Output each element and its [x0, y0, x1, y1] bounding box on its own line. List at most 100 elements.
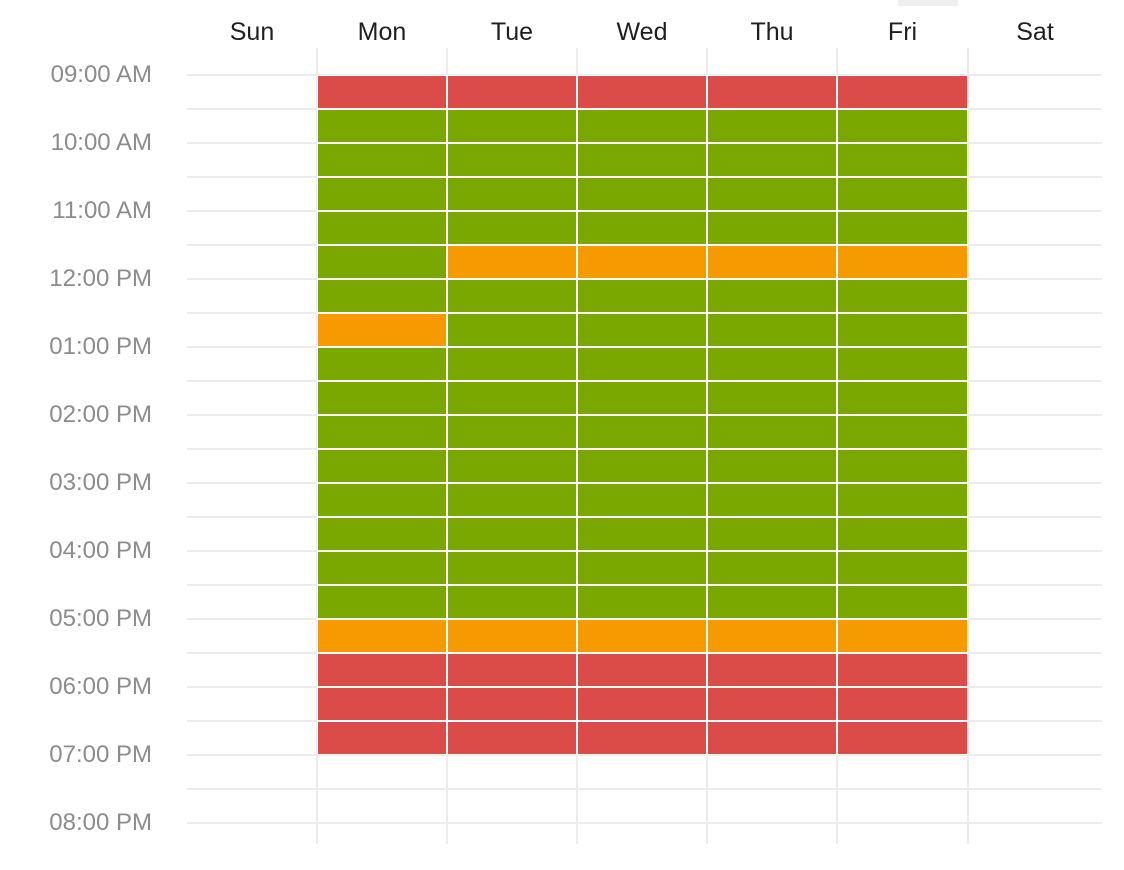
- slot-mon-available[interactable]: [317, 449, 447, 483]
- slot-fri-unavailable[interactable]: [837, 721, 968, 755]
- slot-mon-available[interactable]: [317, 381, 447, 415]
- slot-tue-tentative[interactable]: [447, 619, 577, 653]
- slot-fri-available[interactable]: [837, 143, 968, 177]
- slot-fri-available[interactable]: [837, 449, 968, 483]
- slot-tue-available[interactable]: [447, 177, 577, 211]
- slot-tue-available[interactable]: [447, 313, 577, 347]
- slot-wed-unavailable[interactable]: [577, 653, 707, 687]
- slot-wed-tentative[interactable]: [577, 619, 707, 653]
- slot-tue-available[interactable]: [447, 347, 577, 381]
- slot-tue-available[interactable]: [447, 143, 577, 177]
- slot-fri-unavailable[interactable]: [837, 687, 968, 721]
- slot-thu-available[interactable]: [707, 143, 837, 177]
- slot-fri-available[interactable]: [837, 551, 968, 585]
- slot-wed-available[interactable]: [577, 415, 707, 449]
- slot-tue-available[interactable]: [447, 381, 577, 415]
- slot-tue-unavailable[interactable]: [447, 75, 577, 109]
- slot-thu-unavailable[interactable]: [707, 75, 837, 109]
- slot-thu-available[interactable]: [707, 347, 837, 381]
- slot-mon-available[interactable]: [317, 347, 447, 381]
- slot-mon-available[interactable]: [317, 585, 447, 619]
- slot-tue-unavailable[interactable]: [447, 721, 577, 755]
- slot-mon-available[interactable]: [317, 483, 447, 517]
- slot-tue-available[interactable]: [447, 585, 577, 619]
- slot-thu-available[interactable]: [707, 517, 837, 551]
- slot-fri-available[interactable]: [837, 211, 968, 245]
- slot-wed-tentative[interactable]: [577, 245, 707, 279]
- slot-fri-unavailable[interactable]: [837, 653, 968, 687]
- slot-wed-available[interactable]: [577, 109, 707, 143]
- slot-wed-unavailable[interactable]: [577, 687, 707, 721]
- slot-tue-available[interactable]: [447, 517, 577, 551]
- slot-thu-tentative[interactable]: [707, 245, 837, 279]
- slot-wed-available[interactable]: [577, 177, 707, 211]
- slot-fri-available[interactable]: [837, 313, 968, 347]
- slot-wed-available[interactable]: [577, 347, 707, 381]
- slot-mon-unavailable[interactable]: [317, 721, 447, 755]
- slot-wed-available[interactable]: [577, 585, 707, 619]
- slot-wed-available[interactable]: [577, 551, 707, 585]
- slot-fri-unavailable[interactable]: [837, 75, 968, 109]
- slot-mon-unavailable[interactable]: [317, 653, 447, 687]
- slot-wed-available[interactable]: [577, 517, 707, 551]
- slot-thu-available[interactable]: [707, 585, 837, 619]
- slot-wed-available[interactable]: [577, 279, 707, 313]
- slot-thu-available[interactable]: [707, 483, 837, 517]
- slot-tue-unavailable[interactable]: [447, 687, 577, 721]
- slot-fri-available[interactable]: [837, 483, 968, 517]
- slot-fri-available[interactable]: [837, 517, 968, 551]
- slot-thu-unavailable[interactable]: [707, 721, 837, 755]
- slot-tue-unavailable[interactable]: [447, 653, 577, 687]
- slot-thu-available[interactable]: [707, 109, 837, 143]
- slot-tue-available[interactable]: [447, 109, 577, 143]
- slot-thu-available[interactable]: [707, 177, 837, 211]
- slot-wed-unavailable[interactable]: [577, 75, 707, 109]
- slot-thu-unavailable[interactable]: [707, 687, 837, 721]
- slot-tue-available[interactable]: [447, 211, 577, 245]
- slot-thu-available[interactable]: [707, 211, 837, 245]
- slot-mon-unavailable[interactable]: [317, 75, 447, 109]
- slot-wed-available[interactable]: [577, 449, 707, 483]
- slot-mon-available[interactable]: [317, 551, 447, 585]
- slot-tue-available[interactable]: [447, 415, 577, 449]
- slot-tue-available[interactable]: [447, 449, 577, 483]
- slot-thu-tentative[interactable]: [707, 619, 837, 653]
- slot-mon-available[interactable]: [317, 245, 447, 279]
- slot-wed-available[interactable]: [577, 211, 707, 245]
- slot-mon-tentative[interactable]: [317, 619, 447, 653]
- slot-thu-available[interactable]: [707, 415, 837, 449]
- slot-mon-unavailable[interactable]: [317, 687, 447, 721]
- slot-mon-available[interactable]: [317, 211, 447, 245]
- slot-mon-available[interactable]: [317, 415, 447, 449]
- slot-fri-tentative[interactable]: [837, 245, 968, 279]
- slot-wed-available[interactable]: [577, 381, 707, 415]
- slot-fri-available[interactable]: [837, 177, 968, 211]
- slot-mon-available[interactable]: [317, 177, 447, 211]
- slot-mon-tentative[interactable]: [317, 313, 447, 347]
- slot-tue-available[interactable]: [447, 279, 577, 313]
- slot-thu-available[interactable]: [707, 279, 837, 313]
- slot-tue-available[interactable]: [447, 551, 577, 585]
- slot-fri-available[interactable]: [837, 279, 968, 313]
- slot-mon-available[interactable]: [317, 109, 447, 143]
- slot-thu-available[interactable]: [707, 449, 837, 483]
- slot-thu-unavailable[interactable]: [707, 653, 837, 687]
- slot-wed-available[interactable]: [577, 313, 707, 347]
- slot-tue-available[interactable]: [447, 483, 577, 517]
- slot-wed-available[interactable]: [577, 483, 707, 517]
- slot-fri-available[interactable]: [837, 585, 968, 619]
- slot-fri-tentative[interactable]: [837, 619, 968, 653]
- slot-mon-available[interactable]: [317, 279, 447, 313]
- slot-mon-available[interactable]: [317, 517, 447, 551]
- slot-tue-tentative[interactable]: [447, 245, 577, 279]
- slot-thu-available[interactable]: [707, 551, 837, 585]
- slot-fri-available[interactable]: [837, 347, 968, 381]
- slot-fri-available[interactable]: [837, 415, 968, 449]
- slot-mon-available[interactable]: [317, 143, 447, 177]
- slot-wed-available[interactable]: [577, 143, 707, 177]
- slot-thu-available[interactable]: [707, 313, 837, 347]
- slot-thu-available[interactable]: [707, 381, 837, 415]
- slot-fri-available[interactable]: [837, 109, 968, 143]
- slot-fri-available[interactable]: [837, 381, 968, 415]
- slot-wed-unavailable[interactable]: [577, 721, 707, 755]
